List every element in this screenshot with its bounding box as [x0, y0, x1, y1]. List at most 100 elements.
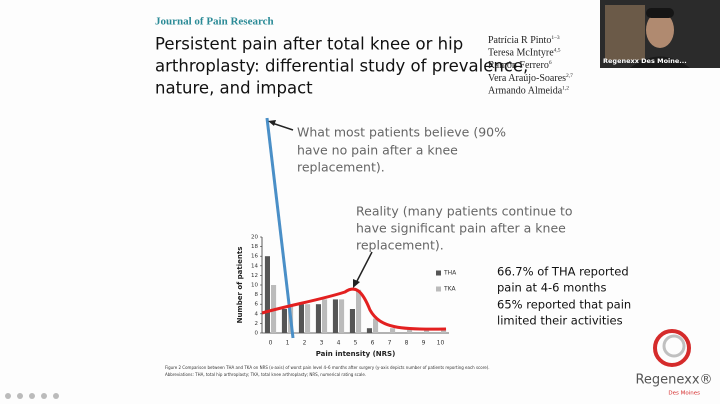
video-label: Regenexx Des Moine... — [603, 57, 687, 65]
reality-curve — [261, 287, 447, 331]
legend-label: TKA — [443, 286, 456, 293]
stats-line: limited their activities — [497, 314, 623, 328]
x-tick-label: 10 — [437, 340, 445, 347]
author-name: Teresa McIntyre — [488, 48, 554, 59]
y-tick-label: 16 — [251, 254, 258, 260]
bar — [264, 256, 270, 333]
legend-swatch — [436, 270, 441, 276]
arrow — [271, 122, 294, 131]
y-tick-label: 6 — [255, 302, 259, 308]
bar — [366, 328, 372, 333]
x-tick-label: 6 — [371, 340, 375, 347]
x-tick-label: 8 — [405, 340, 409, 347]
legend-swatch — [436, 286, 441, 292]
annotation-line: replacement). — [297, 160, 385, 175]
legend-label: THA — [443, 270, 457, 277]
y-tick-label: 10 — [251, 283, 258, 289]
stats-line: 65% reported that pain — [497, 298, 631, 312]
toolbar — [5, 393, 59, 399]
y-tick-label: 20 — [251, 235, 258, 241]
y-tick-label: 4 — [255, 311, 259, 317]
annotation-line: have no pain after a knee — [297, 143, 458, 158]
title-line: nature, and impact — [155, 79, 313, 98]
author-name: Armando Almeida — [488, 86, 563, 97]
author-affiliation: 1,2 — [562, 86, 569, 92]
annotation-line: Reality (many patients continue to — [356, 204, 573, 219]
toolbar-icon[interactable] — [41, 393, 47, 399]
author-affiliation: 6 — [549, 60, 552, 66]
bar — [349, 309, 355, 333]
logo: Regenexx® Des Moines — [635, 329, 713, 397]
stats-line: pain at 4-6 months — [497, 281, 606, 295]
x-tick-label: 0 — [269, 340, 273, 347]
y-tick-label: 8 — [255, 292, 259, 298]
toolbar-icon[interactable] — [53, 393, 59, 399]
face — [646, 12, 674, 48]
y-tick-label: 2 — [255, 321, 259, 327]
bar — [298, 304, 304, 333]
x-tick-label: 2 — [303, 340, 307, 347]
video-background — [605, 5, 645, 60]
caption-line: Abbreviations: THA, total hip arthroplas… — [165, 372, 366, 377]
toolbar-icon[interactable] — [29, 393, 35, 399]
y-axis-label: Number of patients — [236, 247, 244, 324]
bar — [315, 304, 321, 333]
bar — [339, 299, 345, 333]
y-tick-label: 18 — [251, 244, 258, 250]
author: Ramón Ferrero6 — [488, 60, 552, 71]
annotation-line: replacement). — [356, 238, 444, 253]
author-name: Ramón Ferrero — [488, 60, 549, 71]
caption: Figure 2 Comparison between THA and TKA … — [165, 365, 490, 377]
arrow — [355, 251, 373, 284]
arrowhead — [268, 120, 276, 126]
bar — [441, 328, 447, 333]
video-thumbnail: Regenexx Des Moine... — [600, 0, 720, 68]
logo-name: Regenexx® — [635, 373, 712, 388]
bar — [322, 299, 328, 333]
author-affiliation: 4,5 — [554, 48, 561, 54]
title: Persistent pain after total knee or hip … — [155, 35, 528, 98]
caption-line: Figure 2 Comparison between THA and TKA … — [165, 365, 490, 370]
journal: Journal of Pain Research — [155, 16, 274, 28]
cap — [646, 8, 674, 18]
bar — [407, 328, 413, 333]
y-tick-label: 12 — [251, 273, 258, 279]
stats: 66.7% of THA reported pain at 4-6 months… — [497, 265, 631, 328]
bar — [305, 304, 311, 333]
title-line: arthroplasty: differential study of prev… — [155, 57, 528, 76]
stats-line: 66.7% of THA reported — [497, 265, 629, 279]
author: Teresa McIntyre4,5 — [488, 48, 561, 59]
author-affiliation: 2,7 — [566, 73, 573, 79]
x-tick-label: 4 — [337, 340, 341, 347]
shoulders — [630, 56, 690, 68]
toolbar-icon[interactable] — [17, 393, 23, 399]
logo-ring — [653, 329, 691, 367]
logo-sub: Des Moines — [668, 391, 700, 397]
bar — [390, 328, 396, 333]
x-tick-label: 3 — [320, 340, 324, 347]
logo-ring — [662, 334, 686, 358]
title-line: Persistent pain after total knee or hip — [155, 35, 463, 54]
y-tick-label: 14 — [251, 263, 258, 269]
x-axis-label: Pain intensity (NRS) — [316, 350, 396, 358]
toolbar-icon[interactable] — [5, 393, 11, 399]
arrowhead — [353, 279, 360, 288]
author-name: Patrícia R Pinto — [488, 35, 551, 46]
x-tick-label: 5 — [354, 340, 358, 347]
reality-annotation: Reality (many patients continue to have … — [356, 204, 573, 253]
bar — [356, 289, 362, 333]
x-tick-label: 9 — [422, 340, 426, 347]
annotation-line: What most patients believe (90% — [297, 125, 506, 140]
bar — [332, 299, 338, 333]
x-tick-label: 1 — [286, 340, 290, 347]
author: Patrícia R Pinto1–3 — [488, 35, 560, 46]
bar — [281, 309, 287, 333]
author-name: Vera Araújo-Soares — [488, 73, 566, 84]
belief-annotation: What most patients believe (90% have no … — [297, 125, 506, 175]
author: Armando Almeida1,2 — [488, 86, 569, 97]
x-tick-label: 7 — [388, 340, 392, 347]
author-affiliation: 1–3 — [551, 35, 560, 41]
belief-line — [265, 117, 295, 339]
